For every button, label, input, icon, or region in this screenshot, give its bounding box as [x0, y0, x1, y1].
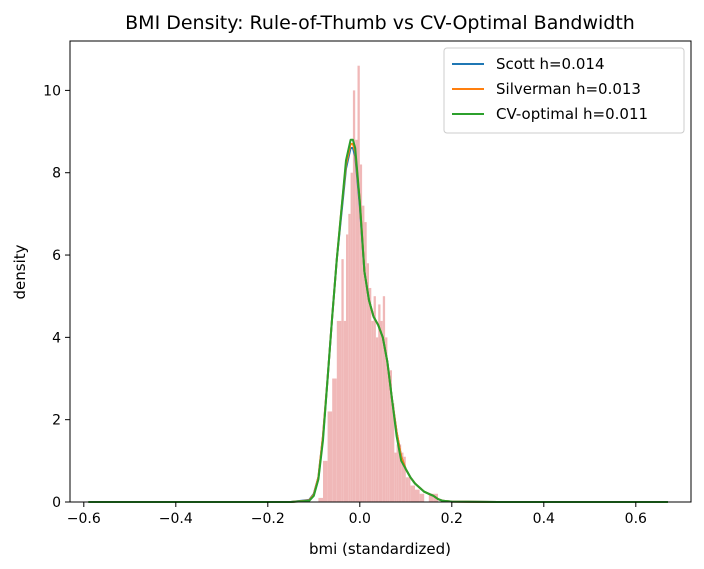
legend: Scott h=0.014 Silverman h=0.013 CV-optimal…	[443, 47, 685, 134]
histogram-bar	[394, 452, 397, 502]
histogram-bar	[373, 296, 376, 502]
y-tick-label: 6	[52, 248, 61, 264]
histogram-bar	[380, 320, 383, 502]
histogram-bar	[369, 287, 372, 502]
histogram-bar	[341, 259, 344, 502]
histogram-bar	[336, 320, 342, 502]
histogram-bar	[408, 477, 411, 502]
histogram-bar	[385, 337, 388, 502]
y-tick-label: 4	[52, 330, 61, 346]
plot-frame	[69, 40, 692, 503]
histogram-bar	[348, 213, 351, 502]
histogram-bar	[327, 411, 333, 502]
y-axis-label: density	[11, 244, 29, 299]
histogram-bar	[352, 90, 356, 503]
legend-label-1: Scott h=0.014	[496, 55, 605, 73]
histogram-bar	[415, 489, 420, 502]
histogram-bar	[428, 493, 434, 502]
histogram-bar	[359, 164, 363, 502]
histogram-bar	[366, 263, 369, 502]
x-tick-label: 0.6	[625, 511, 647, 527]
histogram-bar	[410, 485, 415, 502]
plot-area	[88, 65, 668, 503]
histogram-bar	[350, 172, 353, 502]
y-tick-label: 2	[52, 413, 61, 429]
histogram-bar	[392, 403, 395, 502]
legend-label-3: CV-optimal h=0.011	[496, 105, 648, 123]
x-tick-label: −0.4	[159, 511, 193, 527]
y-tick-label: 0	[52, 495, 61, 511]
x-axis-label: bmi (standardized)	[309, 540, 451, 558]
histogram-bar	[346, 234, 349, 502]
histogram-bar	[357, 65, 360, 503]
histogram-bar	[371, 320, 374, 502]
y-axis: 0 2 4 6 8 10	[43, 83, 70, 511]
histogram-bar	[396, 444, 399, 502]
histogram-bar	[419, 493, 425, 502]
histogram-bar	[389, 370, 392, 502]
histogram-bar	[318, 497, 323, 502]
histogram-bar	[398, 444, 402, 502]
histogram-bar	[401, 452, 404, 502]
histogram-bar	[378, 304, 381, 502]
x-tick-label: 0.4	[533, 511, 555, 527]
histogram-bar	[375, 337, 379, 502]
x-tick-label: −0.2	[251, 511, 285, 527]
histogram-bar	[355, 139, 358, 503]
histogram-bar	[382, 296, 386, 502]
x-tick-label: 0.0	[349, 511, 371, 527]
histogram-bar	[403, 456, 406, 502]
histogram-bar	[405, 477, 409, 502]
x-axis: −0.6 −0.4 −0.2 0.0 0.2 0.4 0.6	[67, 502, 647, 527]
legend-box	[443, 47, 685, 134]
chart-title: BMI Density: Rule-of-Thumb vs CV-Optimal…	[125, 12, 635, 34]
y-tick-label: 8	[52, 166, 61, 182]
legend-label-2: Silverman h=0.013	[496, 80, 641, 98]
histogram-bar	[343, 320, 346, 502]
x-tick-label: 0.2	[441, 511, 463, 527]
histogram-bar	[364, 222, 367, 502]
x-tick-label: −0.6	[67, 511, 101, 527]
y-tick-label: 10	[43, 83, 61, 99]
histogram-bar	[332, 378, 337, 502]
histogram-bar	[323, 460, 328, 502]
histogram-bar	[362, 205, 365, 502]
histogram-bar	[387, 370, 390, 502]
series-line-3	[88, 138, 668, 503]
